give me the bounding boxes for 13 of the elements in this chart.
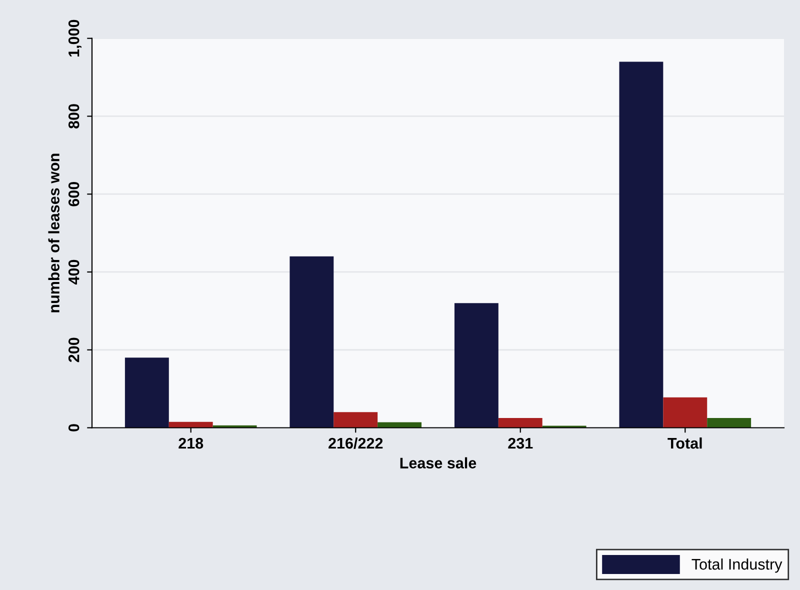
x-axis-title: Lease sale xyxy=(400,457,476,468)
y-tick-label: 600 xyxy=(68,182,80,206)
y-tick-label: 0 xyxy=(68,424,80,432)
y-tick-label: 400 xyxy=(68,260,80,284)
x-tick-label: 231 xyxy=(508,438,533,449)
y-tick-label: 1,000 xyxy=(68,20,82,56)
y-tick-label: 800 xyxy=(68,104,80,128)
y-tick-label: 200 xyxy=(68,338,80,362)
y-axis-title: number of leases won xyxy=(48,154,60,312)
x-tick-label: 216/222 xyxy=(328,437,383,449)
x-tick-label: 218 xyxy=(178,438,204,449)
legend-label: Total Industry xyxy=(692,558,782,573)
x-tick-label: Total xyxy=(668,437,702,449)
